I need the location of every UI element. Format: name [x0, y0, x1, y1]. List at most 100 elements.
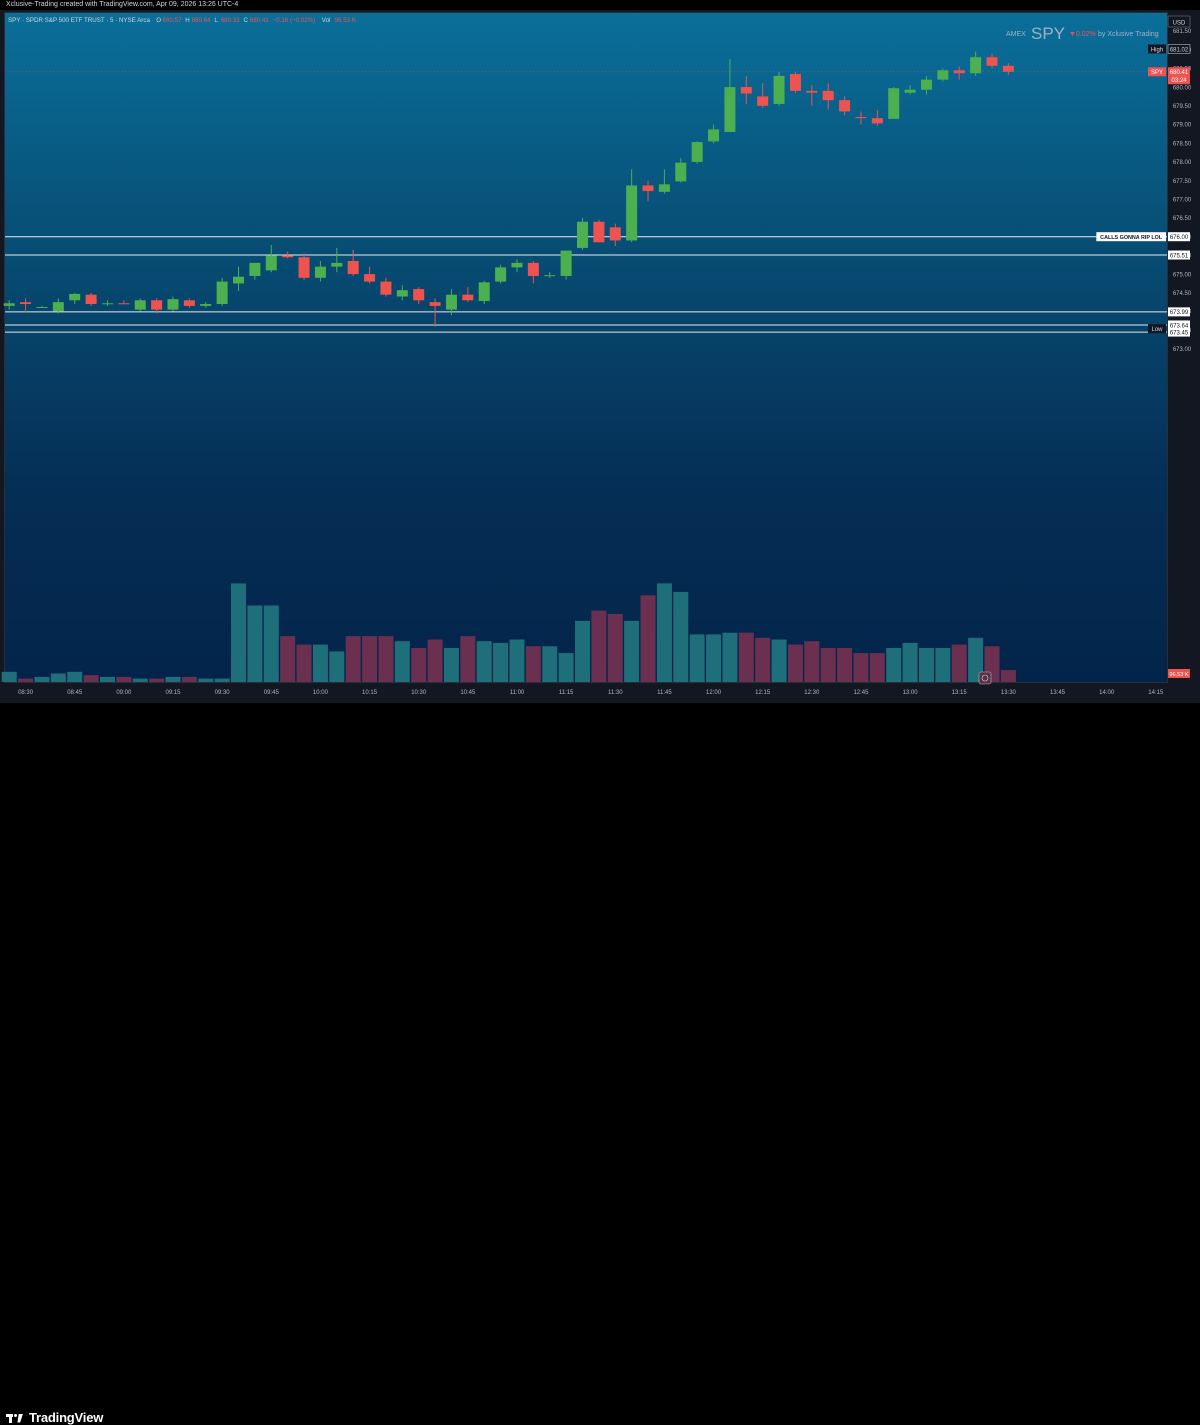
candle-body[interactable] [609, 227, 621, 241]
candle-body[interactable] [527, 262, 539, 276]
last-price-label: 680.41 [1170, 70, 1189, 76]
candle-body[interactable] [773, 75, 785, 104]
candle-body[interactable] [675, 162, 687, 182]
high-price-tag [1167, 44, 1191, 54]
candle-body[interactable] [314, 266, 326, 278]
volume-bar [935, 648, 951, 682]
candle-body[interactable] [937, 70, 949, 80]
candle-body[interactable] [708, 129, 720, 142]
legend-text: H [185, 17, 189, 24]
candle-body[interactable] [560, 250, 572, 276]
candle-body[interactable] [200, 304, 212, 306]
candle-body[interactable] [593, 221, 605, 243]
watermark-exchange: AMEX [1006, 31, 1026, 38]
candle-body[interactable] [134, 300, 146, 310]
candle-body[interactable] [331, 262, 343, 267]
candle-body[interactable] [577, 221, 588, 248]
volume-bar [1000, 670, 1016, 682]
volume-tag-label: 96.53 K [1169, 672, 1189, 678]
price-tick-label: 681.50 [1173, 29, 1192, 35]
candle-body[interactable] [85, 294, 97, 305]
candle-body[interactable] [413, 289, 425, 301]
price-axis[interactable] [1168, 12, 1196, 683]
candle-body[interactable] [364, 274, 376, 282]
candle-body[interactable] [183, 300, 195, 306]
chart-pane[interactable] [4, 12, 1168, 683]
candle-body[interactable] [52, 302, 64, 312]
price-tick-label: 678.00 [1173, 160, 1192, 166]
candle-body[interactable] [216, 281, 228, 305]
candle-body[interactable] [20, 302, 32, 305]
volume-bar [476, 641, 492, 682]
time-tick-label: 08:30 [18, 690, 34, 696]
candle-body[interactable] [986, 57, 998, 66]
level-price-tag[interactable] [1168, 232, 1190, 242]
volume-bar [738, 632, 754, 682]
volume-bar [624, 620, 640, 682]
candle-body[interactable] [544, 275, 556, 277]
candle-body[interactable] [1002, 65, 1014, 72]
candle-body[interactable] [36, 307, 48, 309]
time-tick-label: 08:45 [67, 690, 83, 696]
candle-body[interactable] [740, 87, 752, 94]
candle-body[interactable] [904, 89, 916, 93]
legend-text: 680.64 [192, 17, 211, 24]
candle-body[interactable] [839, 100, 851, 112]
candle-body[interactable] [347, 261, 359, 275]
candle-body[interactable] [249, 262, 261, 276]
currency-button[interactable] [1167, 15, 1191, 28]
candle-body[interactable] [151, 300, 163, 310]
tradingview-brand[interactable]: TradingView [6, 1410, 103, 1425]
high-tag-label: High [1151, 47, 1163, 53]
candle-body[interactable] [724, 87, 736, 132]
level-price-tag[interactable] [1168, 327, 1190, 337]
candle-body[interactable] [822, 90, 834, 101]
volume-bar [656, 583, 672, 682]
candle-body[interactable] [953, 70, 965, 74]
candle-body[interactable] [396, 290, 408, 297]
volume-bar [820, 648, 836, 682]
candle-body[interactable] [167, 299, 179, 310]
candle-body[interactable] [118, 303, 130, 305]
candle-body[interactable] [298, 257, 310, 278]
candle-body[interactable] [920, 79, 932, 90]
candle-body[interactable] [511, 262, 523, 268]
candle-body[interactable] [806, 90, 818, 93]
time-tick-label: 11:15 [559, 690, 574, 696]
volume-bar [362, 636, 378, 682]
candle-body[interactable] [101, 303, 113, 305]
candle-body[interactable] [429, 302, 441, 306]
last-price-tag[interactable] [1168, 67, 1190, 85]
level-price-tag[interactable] [1168, 250, 1190, 260]
candle-body[interactable] [445, 294, 457, 310]
level-price-label: 673.45 [1170, 330, 1189, 336]
candle-body[interactable] [462, 294, 474, 301]
goto-realtime-button[interactable] [978, 671, 992, 685]
candle-body[interactable] [789, 74, 801, 91]
time-tick-label: 14:15 [1148, 690, 1164, 696]
candle-body[interactable] [282, 255, 294, 258]
candle-body[interactable] [3, 303, 15, 306]
candle-body[interactable] [757, 96, 769, 106]
candle-body[interactable] [495, 267, 507, 282]
candle-body[interactable] [691, 142, 703, 162]
candle-body[interactable] [658, 184, 670, 192]
candle-body[interactable] [478, 282, 490, 302]
candle-body[interactable] [855, 117, 867, 119]
volume-bar [247, 605, 263, 682]
level-price-tag[interactable] [1168, 320, 1190, 330]
volume-bar [83, 675, 99, 682]
level-price-tag[interactable] [1168, 307, 1190, 317]
time-axis[interactable] [4, 683, 1168, 699]
candle-body[interactable] [69, 293, 81, 301]
candle-body[interactable] [970, 57, 982, 74]
volume-bar [67, 671, 83, 682]
candle-body[interactable] [380, 281, 392, 295]
candle-body[interactable] [871, 118, 883, 124]
candle-body[interactable] [233, 276, 245, 284]
candle-body[interactable] [265, 255, 277, 271]
volume-bar [280, 636, 296, 682]
candle-body[interactable] [888, 88, 900, 119]
candle-body[interactable] [642, 185, 654, 192]
candle-body[interactable] [626, 185, 638, 241]
